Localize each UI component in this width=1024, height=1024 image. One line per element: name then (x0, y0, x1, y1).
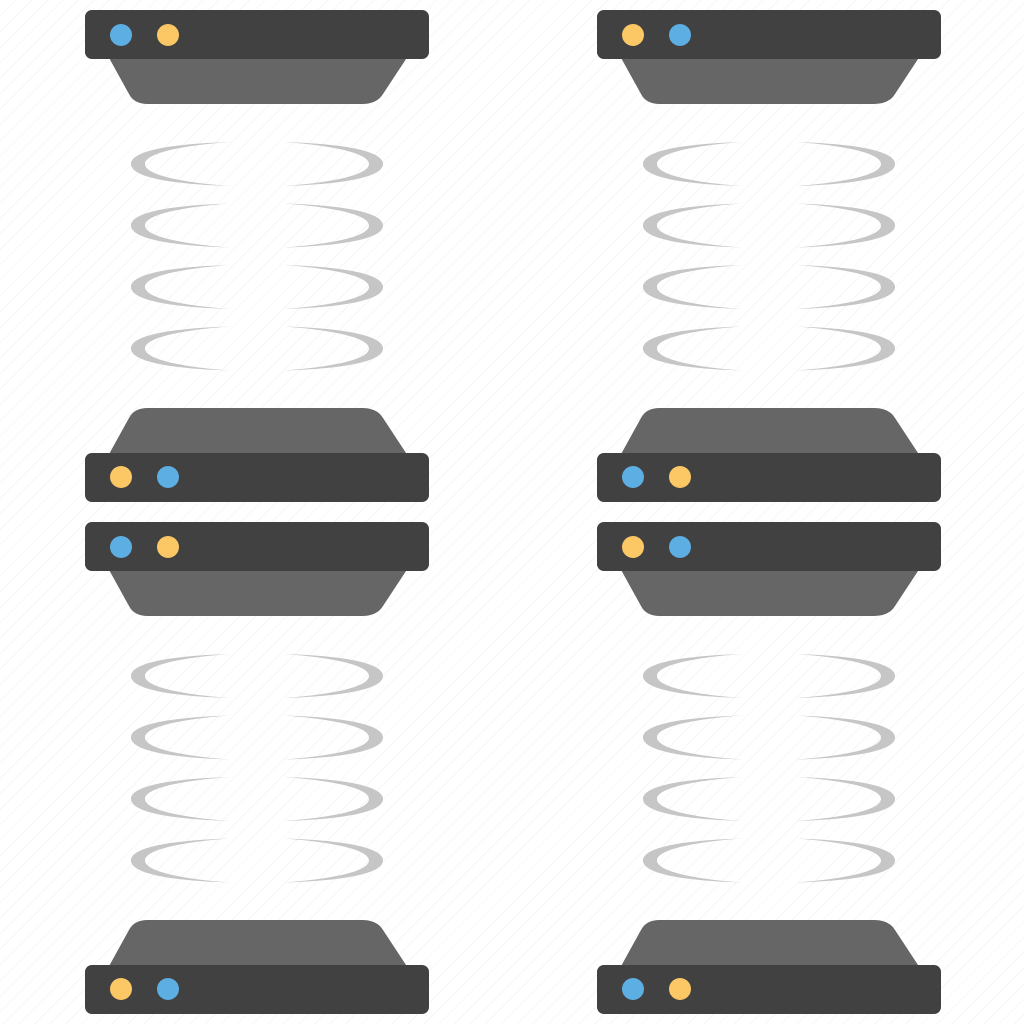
spring-loop (131, 654, 383, 698)
server-front-panel (85, 522, 429, 571)
spring-loop-left (131, 203, 230, 248)
top-server-icon (85, 522, 429, 616)
spring-loop-left (643, 715, 742, 760)
spring-loop-left (643, 838, 742, 883)
server-base (620, 920, 920, 968)
bottom-server-icon (85, 408, 429, 502)
server-base (108, 568, 408, 616)
status-led-1 (110, 978, 132, 1000)
spring-loop-right (796, 142, 895, 186)
server-base (108, 920, 408, 968)
server-front-panel (597, 10, 941, 59)
spring-loop-right (284, 203, 383, 248)
server-base (620, 568, 920, 616)
spring-loop (131, 326, 383, 371)
status-led-1 (622, 24, 644, 46)
spring-coil (643, 142, 895, 371)
spring-loop-left (131, 654, 230, 698)
spring-loop-left (131, 142, 230, 186)
spring-loop-right (796, 203, 895, 248)
status-led-1 (110, 466, 132, 488)
spring-loop-right (284, 777, 383, 821)
top-server-icon (597, 522, 941, 616)
server-base (620, 56, 920, 104)
server-pair-top-right-icon (597, 10, 941, 502)
bottom-server-icon (85, 920, 429, 1014)
spring-loop (643, 142, 895, 186)
spring-loop (131, 142, 383, 186)
spring-coil (643, 654, 895, 883)
spring-loop-right (284, 265, 383, 309)
status-led-2 (669, 466, 691, 488)
spring-loop (643, 654, 895, 698)
spring-loop-left (131, 326, 230, 371)
status-led-1 (110, 536, 132, 558)
spring-loop-left (643, 203, 742, 248)
status-led-2 (157, 466, 179, 488)
spring-loop-right (796, 654, 895, 698)
spring-coil (131, 142, 383, 371)
top-server-icon (85, 10, 429, 104)
status-led-2 (157, 978, 179, 1000)
status-led-1 (110, 24, 132, 46)
server-front-panel (597, 965, 941, 1014)
spring-loop-right (796, 326, 895, 371)
status-led-2 (157, 536, 179, 558)
status-led-2 (669, 978, 691, 1000)
spring-loop (131, 265, 383, 309)
spring-loop (643, 715, 895, 760)
spring-loop (643, 838, 895, 883)
server-base (108, 408, 408, 456)
spring-loop-right (284, 326, 383, 371)
bottom-server-icon (597, 920, 941, 1014)
server-pair-bottom-right-icon (597, 522, 941, 1014)
spring-loop (643, 265, 895, 309)
spring-coil (131, 654, 383, 883)
status-led-2 (669, 24, 691, 46)
spring-loop-left (643, 142, 742, 186)
server-base (620, 408, 920, 456)
spring-loop (131, 203, 383, 248)
top-server-icon (597, 10, 941, 104)
spring-loop (643, 326, 895, 371)
spring-loop-left (131, 777, 230, 821)
spring-loop-right (284, 838, 383, 883)
server-front-panel (85, 453, 429, 502)
spring-loop (131, 715, 383, 760)
spring-loop-right (796, 715, 895, 760)
server-front-panel (85, 965, 429, 1014)
server-pair-bottom-left-icon (85, 522, 429, 1014)
spring-loop (643, 777, 895, 821)
spring-loop-left (643, 777, 742, 821)
server-base (108, 56, 408, 104)
server-pair-top-left-icon (85, 10, 429, 502)
spring-loop-right (796, 838, 895, 883)
spring-loop-left (643, 326, 742, 371)
status-led-1 (622, 536, 644, 558)
spring-loop (643, 203, 895, 248)
spring-loop-right (284, 142, 383, 186)
spring-loop (131, 777, 383, 821)
server-front-panel (85, 10, 429, 59)
spring-loop (131, 838, 383, 883)
status-led-1 (622, 978, 644, 1000)
status-led-2 (669, 536, 691, 558)
server-front-panel (597, 453, 941, 502)
spring-loop-right (796, 265, 895, 309)
spring-loop-right (796, 777, 895, 821)
bottom-server-icon (597, 408, 941, 502)
spring-loop-right (284, 654, 383, 698)
spring-loop-left (131, 838, 230, 883)
status-led-2 (157, 24, 179, 46)
server-front-panel (597, 522, 941, 571)
spring-loop-left (131, 715, 230, 760)
spring-loop-left (643, 654, 742, 698)
spring-loop-left (643, 265, 742, 309)
spring-loop-left (131, 265, 230, 309)
status-led-1 (622, 466, 644, 488)
spring-loop-right (284, 715, 383, 760)
